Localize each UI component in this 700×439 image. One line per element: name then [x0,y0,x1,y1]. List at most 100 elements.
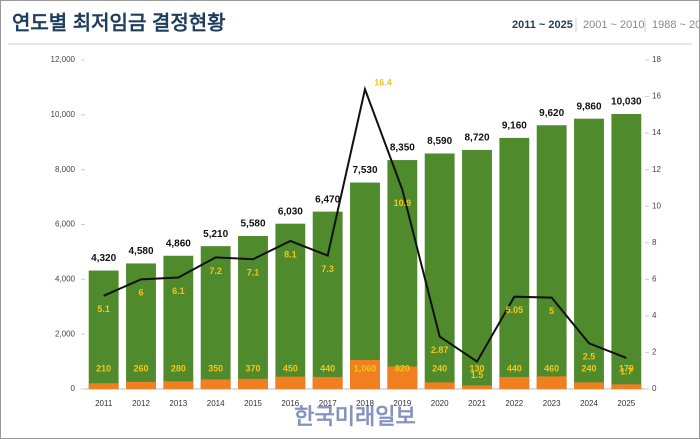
y-tick-label: 6,000 [55,220,76,229]
data-label: 4,320 [91,253,116,264]
bar [387,160,418,389]
data-label: 7.2 [209,266,222,276]
data-label: 240 [432,363,447,373]
y-tick-label: 10,000 [51,110,76,119]
y2-tick-label: 2 [652,348,657,357]
bar [424,382,455,389]
data-label: 1.7 [620,366,633,376]
y2-tick-label: 8 [652,238,657,247]
data-label: 10,030 [611,97,642,108]
data-label: 350 [208,363,223,373]
data-label: 210 [96,363,111,373]
data-label: 6,030 [278,206,303,217]
data-label: 5 [549,306,554,316]
bar [238,236,268,389]
bar [312,376,343,389]
data-label: 370 [245,363,260,373]
tab[interactable]: 2001 ~ 2010 [583,19,644,31]
data-label: 450 [283,363,298,373]
data-label: 8.1 [284,249,297,259]
x-tick-label: 2025 [617,399,635,408]
bar [387,366,418,389]
tab[interactable]: 1988 ~ 2000 [652,19,700,31]
x-tick-label: 2018 [356,399,374,408]
data-label: 9,160 [502,121,527,132]
chart-title: 연도별 최저임금 결정현황 [12,11,226,34]
y-tick-label: 2,000 [55,329,76,338]
data-label: 9,620 [539,108,564,119]
data-label: 460 [544,363,559,373]
data-label: 260 [133,363,148,373]
data-label: 4,860 [166,238,191,249]
tab[interactable]: 2011 ~ 2025 [512,19,573,31]
bar [536,125,567,390]
y-tick-label: 8,000 [55,165,76,174]
bar [424,153,455,389]
bar [462,385,492,389]
y2-tick-label: 0 [652,384,657,393]
bar [88,270,119,389]
bar [611,114,642,389]
bar [499,376,530,389]
data-label: 9,860 [576,101,601,112]
data-label: 1,060 [354,363,377,373]
data-label: 280 [171,363,186,373]
data-label: 6 [138,288,143,298]
data-label: 8,590 [427,136,452,147]
bar [163,381,194,389]
y-tick-label: 4,000 [55,274,76,283]
x-tick-label: 2021 [468,399,486,408]
x-tick-label: 2016 [281,399,299,408]
x-tick-label: 2019 [393,399,411,408]
watermark: 한국미래일보 [294,404,415,429]
bar [536,376,567,389]
bar [499,137,530,389]
bar [350,359,380,389]
bar [312,211,343,389]
bar [238,378,268,389]
data-label: 440 [320,363,335,373]
x-tick-label: 2014 [207,399,225,408]
x-tick-label: 2011 [95,399,113,408]
bar [88,383,119,389]
data-label: 5.1 [97,304,110,314]
rate-line [103,85,627,364]
data-label: 820 [395,363,410,373]
data-label: 170 [619,363,634,373]
y2-tick-label: 16 [652,92,661,101]
x-tick-label: 2022 [505,399,523,408]
y2-tick-label: 18 [652,55,661,64]
data-label: 10.9 [394,198,412,208]
x-tick-label: 2015 [244,399,262,408]
y2-tick-label: 12 [652,165,661,174]
bar [200,246,231,389]
x-tick-label: 2012 [132,399,150,408]
bar [462,149,492,389]
data-label: 130 [469,363,484,373]
data-label: 5.05 [506,305,524,315]
bar [275,376,306,389]
bar [275,223,306,389]
y2-tick-label: 10 [652,201,661,210]
x-tick-label: 2017 [319,399,337,408]
data-label: 6.1 [172,286,185,296]
data-label: 2.5 [583,352,596,362]
bar [611,384,642,389]
bar [126,381,156,389]
y-tick-label: 12,000 [51,55,76,64]
data-label: 2.87 [431,345,449,355]
data-label: 5,580 [240,219,265,230]
bar [200,379,231,389]
x-tick-label: 2024 [580,399,598,408]
x-tick-label: 2020 [431,399,449,408]
x-tick-label: 2023 [543,399,561,408]
y2-tick-label: 14 [652,128,661,137]
data-label: 16.4 [374,78,392,88]
data-label: 440 [507,363,522,373]
data-label: 4,580 [128,246,153,257]
data-label: 6,470 [315,194,340,205]
y2-tick-label: 6 [652,274,657,283]
data-label: 1.5 [471,370,484,380]
